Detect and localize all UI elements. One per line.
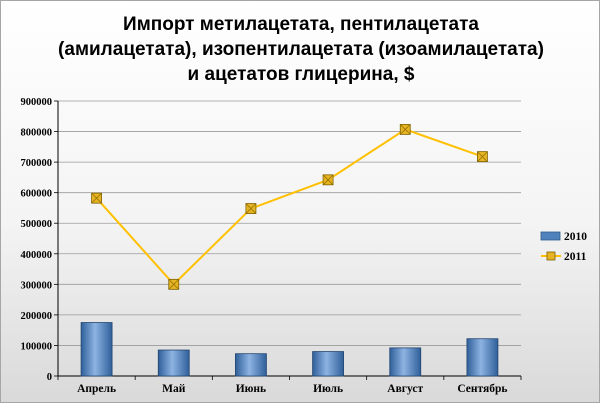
y-tick-label: 900000 [21, 97, 53, 108]
x-category-labels: Апрель Май Июнь Июль Август Сентябрь [77, 383, 507, 395]
y-tick-label: 200000 [21, 311, 53, 322]
point-2011-bevel [91, 192, 102, 204]
chart-title-line-3: и ацетатов глицерина, $ [188, 64, 415, 85]
y-tick-label: 800000 [21, 128, 53, 139]
point-2011-bevel [168, 279, 179, 290]
x-category-label: Апрель [77, 383, 116, 395]
chart-title-line-2: (амилацетата), изопентилацетата (изоамил… [58, 39, 544, 60]
y-tick-label: 100000 [21, 341, 53, 352]
y-tick-label: 300000 [21, 280, 53, 291]
legend-label-2010: 2010 [564, 231, 587, 243]
point-2011-bevel [477, 151, 488, 162]
axes [54, 100, 522, 380]
bar-2010 [80, 322, 113, 377]
gridlines [58, 100, 521, 346]
bar-2010 [466, 338, 499, 377]
y-tick-label: 400000 [21, 250, 53, 261]
x-category-label: Июнь [236, 383, 266, 395]
y-tick-label: 700000 [21, 158, 53, 169]
y-tick-labels: 0 100000 200000 300000 400000 500000 600000 700… [21, 97, 53, 383]
bar-2010 [235, 353, 267, 377]
x-category-label: Сентябрь [457, 383, 507, 395]
point-2011-bevel [400, 124, 411, 135]
x-category-label: Июль [313, 383, 343, 395]
legend-marker-2011 [546, 251, 556, 261]
point-2011-bevel [245, 203, 257, 214]
bar-2010 [389, 347, 422, 377]
legend-swatch-2010 [540, 231, 561, 241]
legend: 2010 2011 [540, 231, 587, 263]
y-tick-label: 500000 [21, 219, 53, 230]
bar-2010 [312, 351, 344, 377]
y-tick-label: 600000 [21, 189, 53, 200]
chart-title-line-1: Импорт метилацетата, пентилацетата [123, 14, 479, 35]
legend-label-2011: 2011 [564, 251, 587, 263]
point-2011-bevel [322, 174, 334, 186]
series-2011-line [91, 124, 488, 290]
x-category-label: Май [162, 383, 186, 395]
series-2010-bars [80, 322, 499, 377]
x-category-label: Август [387, 383, 423, 395]
y-tick-label: 0 [47, 372, 52, 383]
bar-2010 [157, 349, 190, 377]
line-2011 [95, 128, 483, 286]
chart-title: Импорт метилацетата, пентилацетата (амил… [58, 14, 544, 85]
